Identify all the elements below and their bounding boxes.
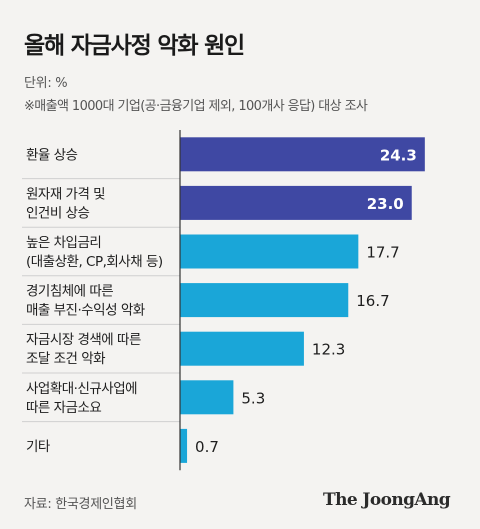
category-label: 조달 조건 악화	[26, 351, 105, 367]
survey-note: ※매출액 1000대 기업(공·금융기업 제외, 100개사 응답) 대상 조사	[24, 99, 368, 114]
category-label: 인건비 상승	[26, 205, 89, 221]
category-label: 환율 상승	[26, 147, 78, 163]
bar	[180, 234, 359, 269]
category-label: 경기침체에 따른	[26, 284, 113, 300]
bar	[180, 283, 349, 318]
value-label: 12.3	[312, 341, 345, 359]
bar	[180, 331, 304, 366]
category-label: 원자재 가격 및	[26, 186, 105, 202]
brand-logo: The JoongAng	[323, 490, 451, 510]
bar	[180, 428, 188, 463]
bar	[180, 137, 425, 172]
bar	[180, 185, 412, 220]
category-label: 따른 자금소요	[26, 400, 101, 416]
category-label: (대출상환, CP,회사채 등)	[26, 254, 163, 270]
category-label: 높은 차입금리	[26, 235, 101, 251]
chart-title: 올해 자금사정 악화 원인	[24, 33, 245, 59]
value-label: 16.7	[356, 292, 389, 310]
unit-label: 단위: %	[24, 76, 68, 91]
value-label: 0.7	[195, 438, 219, 456]
value-label: 24.3	[380, 146, 417, 164]
category-label: 사업확대·신규사업에	[26, 381, 137, 397]
value-label: 23.0	[367, 195, 404, 213]
category-label: 매출 부진·수익성 악화	[26, 303, 145, 319]
bar	[180, 380, 234, 415]
category-label: 기타	[26, 439, 51, 455]
source-note: 자료: 한국경제인협회	[24, 497, 137, 512]
value-label: 5.3	[241, 389, 265, 407]
category-label: 자금시장 경색에 따른	[26, 332, 141, 348]
value-label: 17.7	[366, 244, 399, 262]
